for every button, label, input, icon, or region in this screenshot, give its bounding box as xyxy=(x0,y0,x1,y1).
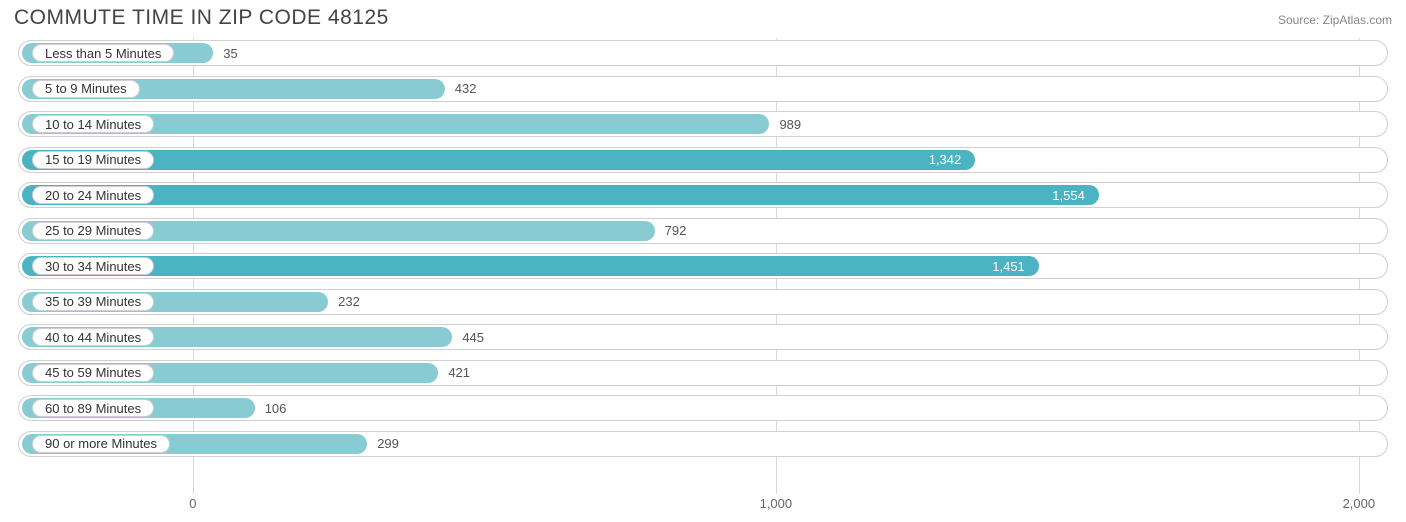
bar xyxy=(22,150,975,170)
value-label: 792 xyxy=(665,216,687,246)
category-label: 45 to 59 Minutes xyxy=(32,364,154,382)
value-label: 1,554 xyxy=(1052,180,1085,210)
value-label: 1,451 xyxy=(992,251,1025,281)
value-label: 106 xyxy=(265,393,287,423)
chart-row: 5 to 9 Minutes 432 xyxy=(18,74,1388,104)
category-label: 30 to 34 Minutes xyxy=(32,257,154,275)
value-label: 232 xyxy=(338,287,360,317)
category-label: 90 or more Minutes xyxy=(32,435,170,453)
category-label: 5 to 9 Minutes xyxy=(32,80,140,98)
category-label: 35 to 39 Minutes xyxy=(32,293,154,311)
category-label: 60 to 89 Minutes xyxy=(32,399,154,417)
value-label: 421 xyxy=(448,358,470,388)
chart-row: 45 to 59 Minutes 421 xyxy=(18,358,1388,388)
category-label: 15 to 19 Minutes xyxy=(32,151,154,169)
chart-row: 90 or more Minutes 299 xyxy=(18,429,1388,459)
value-label: 445 xyxy=(462,322,484,352)
axis-tick-label: 1,000 xyxy=(760,496,793,511)
category-label: 25 to 29 Minutes xyxy=(32,222,154,240)
chart-container: COMMUTE TIME IN ZIP CODE 48125 Source: Z… xyxy=(0,0,1406,522)
value-label: 989 xyxy=(779,109,801,139)
chart-row: 35 to 39 Minutes 232 xyxy=(18,287,1388,317)
chart-row: Less than 5 Minutes 35 xyxy=(18,38,1388,68)
axis-tick-label: 2,000 xyxy=(1343,496,1376,511)
chart-row: 10 to 14 Minutes 989 xyxy=(18,109,1388,139)
chart-row: 60 to 89 Minutes 106 xyxy=(18,393,1388,423)
category-label: Less than 5 Minutes xyxy=(32,44,174,62)
category-label: 40 to 44 Minutes xyxy=(32,328,154,346)
chart-plot: Less than 5 Minutes 35 5 to 9 Minutes 432 10… xyxy=(18,38,1388,494)
category-label: 20 to 24 Minutes xyxy=(32,186,154,204)
chart-rows: Less than 5 Minutes 35 5 to 9 Minutes 432 10… xyxy=(18,38,1388,459)
value-label: 1,342 xyxy=(929,145,962,175)
value-label: 432 xyxy=(455,74,477,104)
chart-header: COMMUTE TIME IN ZIP CODE 48125 Source: Z… xyxy=(10,6,1396,36)
chart-row: 40 to 44 Minutes 445 xyxy=(18,322,1388,352)
chart-area: Less than 5 Minutes 35 5 to 9 Minutes 432 10… xyxy=(10,38,1396,494)
x-axis: 0 1,000 2,000 xyxy=(18,494,1388,514)
bar xyxy=(22,185,1099,205)
value-label: 299 xyxy=(377,429,399,459)
bar xyxy=(22,256,1039,276)
value-label: 35 xyxy=(223,38,237,68)
chart-row: 15 to 19 Minutes 1,342 xyxy=(18,145,1388,175)
category-label: 10 to 14 Minutes xyxy=(32,115,154,133)
chart-source: Source: ZipAtlas.com xyxy=(1278,13,1392,27)
chart-row: 25 to 29 Minutes 792 xyxy=(18,216,1388,246)
chart-title: COMMUTE TIME IN ZIP CODE 48125 xyxy=(14,6,389,30)
chart-row: 20 to 24 Minutes 1,554 xyxy=(18,180,1388,210)
chart-row: 30 to 34 Minutes 1,451 xyxy=(18,251,1388,281)
axis-tick-label: 0 xyxy=(189,496,196,511)
